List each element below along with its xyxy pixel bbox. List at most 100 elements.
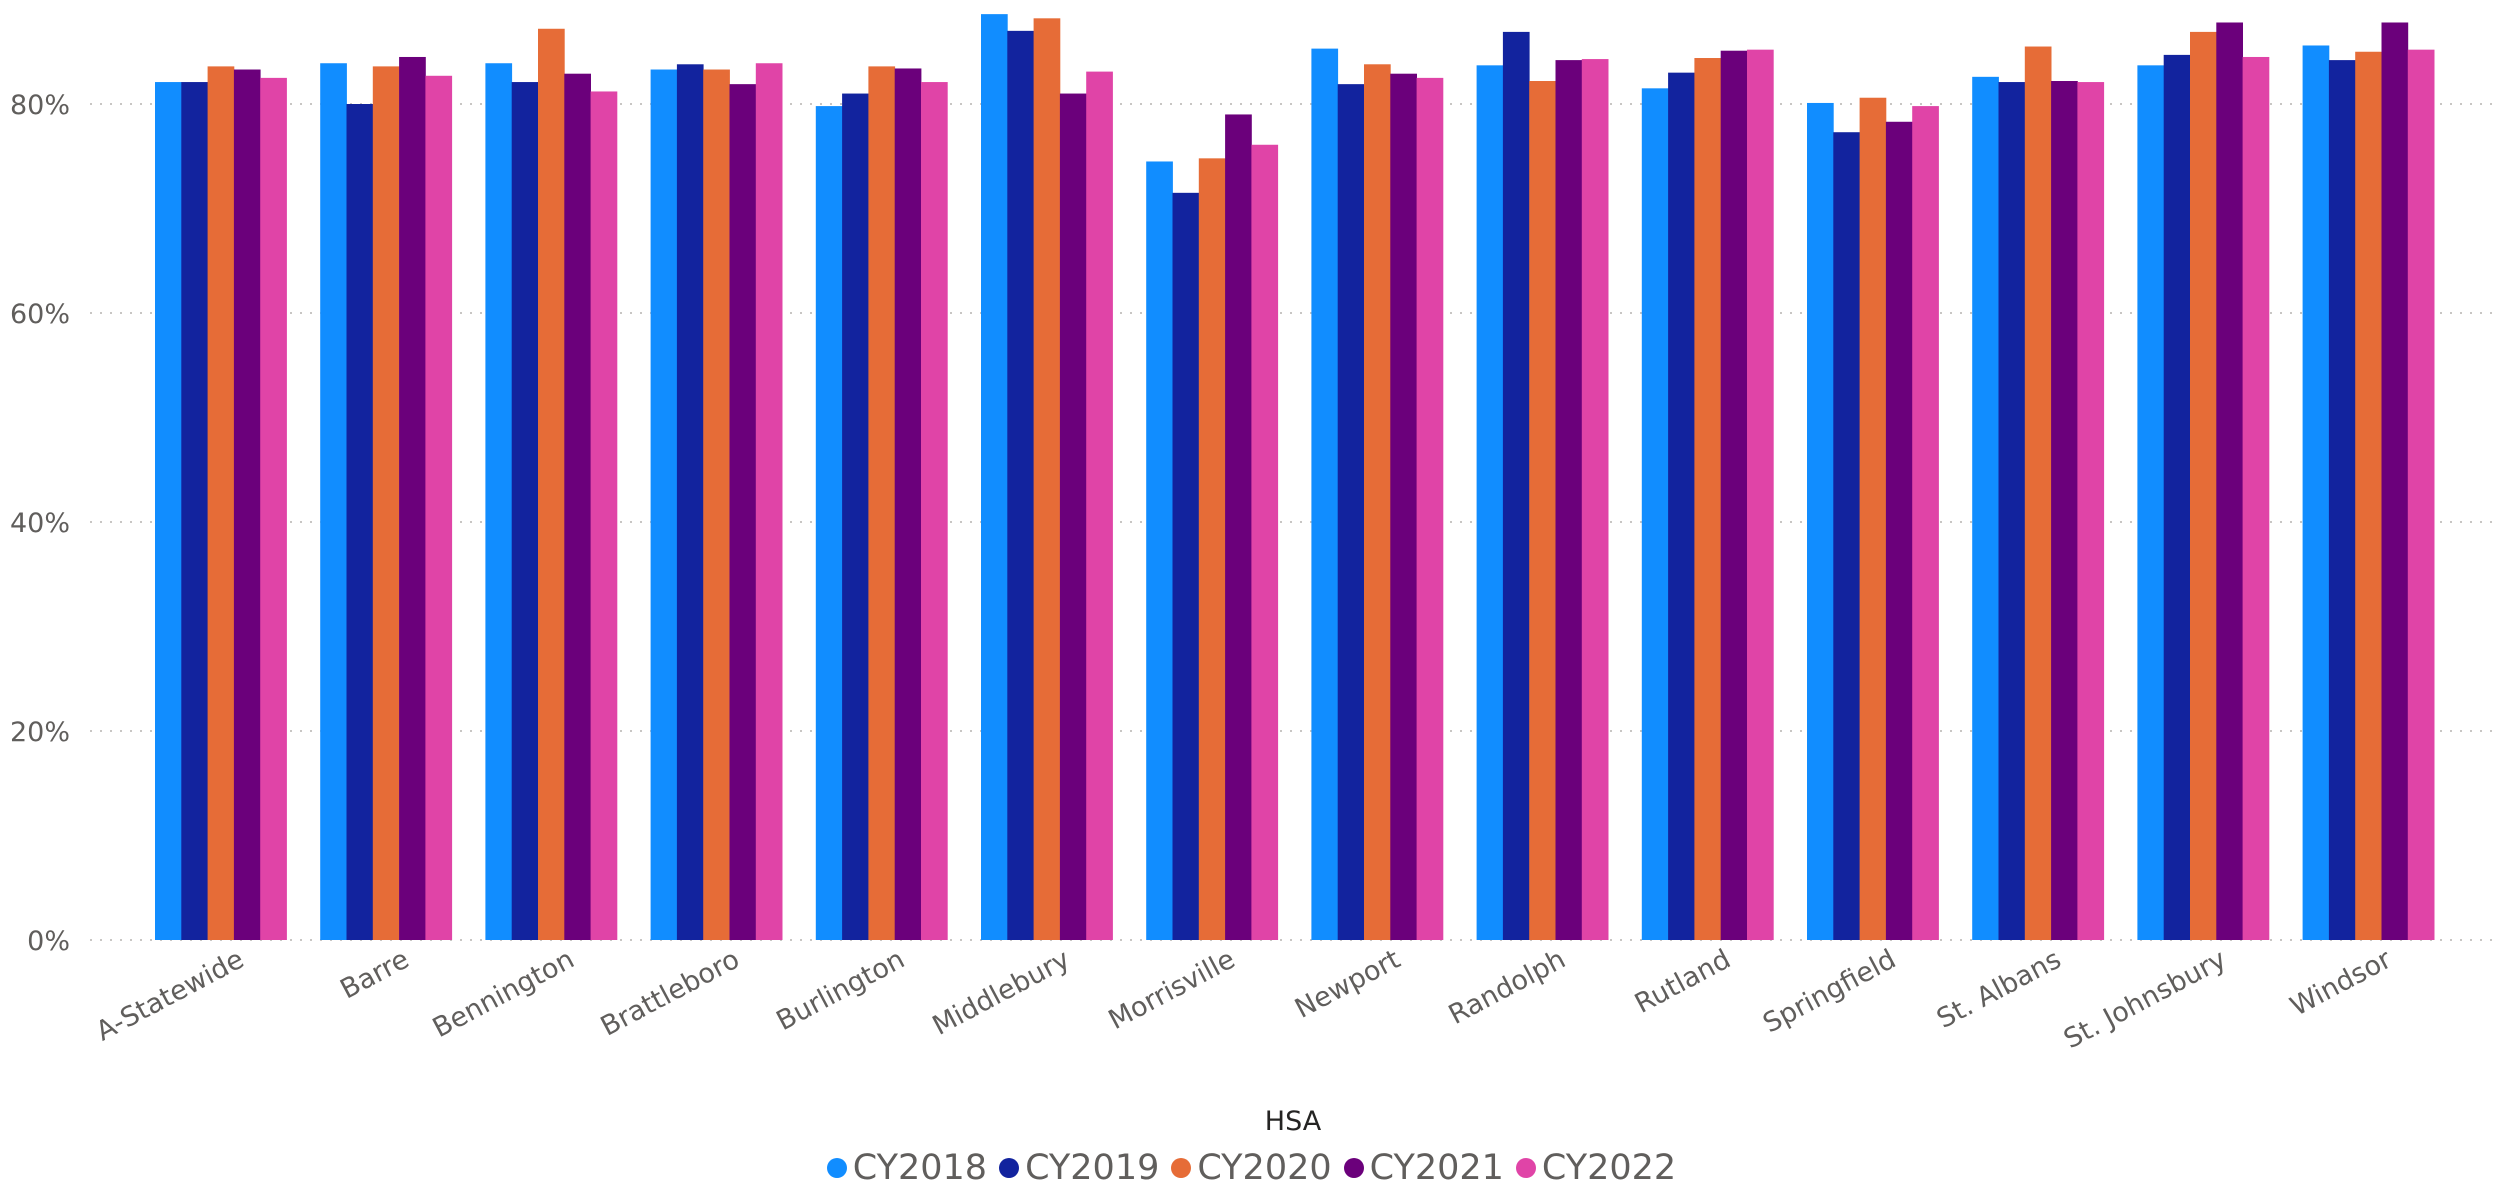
legend-item[interactable]: CY2019 bbox=[999, 1148, 1159, 1188]
bar[interactable] bbox=[1529, 81, 1556, 940]
bar[interactable] bbox=[703, 69, 730, 940]
bar[interactable] bbox=[1885, 121, 1913, 940]
bar[interactable] bbox=[2328, 60, 2356, 941]
bar[interactable] bbox=[2137, 65, 2165, 940]
bar[interactable] bbox=[2051, 81, 2078, 940]
bar[interactable] bbox=[1251, 144, 1279, 940]
bar[interactable] bbox=[485, 63, 513, 941]
y-tick-label: 20% bbox=[10, 717, 70, 748]
bar[interactable] bbox=[155, 82, 182, 941]
bar[interactable] bbox=[1390, 73, 1417, 940]
bar[interactable] bbox=[729, 84, 757, 940]
bar[interactable] bbox=[1972, 76, 1999, 940]
bar[interactable] bbox=[1833, 132, 1860, 941]
bar[interactable] bbox=[2302, 45, 2330, 941]
bar[interactable] bbox=[1225, 114, 1252, 940]
bar[interactable] bbox=[1416, 77, 1444, 940]
bar[interactable] bbox=[1311, 48, 1339, 941]
x-tick-label: St. Johnsbury bbox=[2059, 944, 2232, 1055]
bar[interactable] bbox=[1694, 58, 1722, 940]
bar[interactable] bbox=[894, 68, 922, 941]
bar[interactable] bbox=[1337, 84, 1365, 940]
legend-label: CY2022 bbox=[1541, 1148, 1677, 1188]
bar[interactable] bbox=[511, 82, 539, 941]
bar[interactable] bbox=[1581, 59, 1609, 940]
bar[interactable] bbox=[564, 73, 591, 940]
bar[interactable] bbox=[868, 66, 896, 940]
x-tick-label: Burlington bbox=[771, 944, 909, 1037]
legend-label: CY2020 bbox=[1197, 1148, 1332, 1188]
bar[interactable] bbox=[346, 104, 374, 940]
bar[interactable] bbox=[2242, 56, 2270, 941]
bar[interactable] bbox=[399, 56, 426, 941]
x-tick-label: Brattleboro bbox=[596, 944, 745, 1043]
bar[interactable] bbox=[676, 64, 704, 941]
x-tick-label: Randolph bbox=[1444, 944, 1571, 1031]
bar[interactable] bbox=[181, 82, 208, 941]
bar[interactable] bbox=[2407, 49, 2435, 941]
legend-marker bbox=[1343, 1158, 1364, 1178]
bar[interactable] bbox=[1364, 64, 1391, 941]
bar[interactable] bbox=[1007, 30, 1034, 941]
legend-item[interactable]: CY2018 bbox=[826, 1148, 988, 1188]
legend-item[interactable]: CY2020 bbox=[1171, 1148, 1332, 1188]
bar[interactable] bbox=[2216, 22, 2243, 941]
bar[interactable] bbox=[815, 106, 843, 941]
bar[interactable] bbox=[1198, 158, 1226, 941]
legend-item[interactable]: CY2022 bbox=[1515, 1148, 1677, 1188]
bar-group bbox=[1146, 114, 1279, 941]
bar[interactable] bbox=[1172, 192, 1200, 940]
bar[interactable] bbox=[207, 66, 235, 940]
bar[interactable] bbox=[1555, 60, 1583, 941]
bar-group bbox=[1311, 48, 1444, 941]
x-tick-label: Windsor bbox=[2285, 943, 2397, 1022]
bar[interactable] bbox=[650, 69, 678, 940]
y-tick-label: 60% bbox=[10, 299, 70, 330]
y-tick-label: 0% bbox=[27, 926, 70, 957]
bar[interactable] bbox=[981, 14, 1008, 940]
bar[interactable] bbox=[842, 93, 869, 941]
bar[interactable] bbox=[1747, 49, 1774, 941]
bar[interactable] bbox=[755, 63, 783, 941]
bar[interactable] bbox=[2355, 51, 2382, 940]
bar[interactable] bbox=[1668, 72, 1695, 940]
bar[interactable] bbox=[2024, 46, 2052, 940]
bar[interactable] bbox=[1146, 161, 1173, 941]
bar[interactable] bbox=[1720, 50, 1748, 940]
bar[interactable] bbox=[921, 82, 948, 941]
legend-label: CY2018 bbox=[852, 1148, 988, 1188]
bar[interactable] bbox=[590, 91, 618, 940]
legend-item[interactable]: CY2021 bbox=[1343, 1148, 1504, 1188]
bar[interactable] bbox=[1912, 106, 1939, 941]
bar[interactable] bbox=[538, 28, 565, 940]
bar[interactable] bbox=[1998, 82, 2026, 941]
x-axis-labels: A-Statewide Barre Bennington Brattleboro Bur… bbox=[91, 943, 2397, 1055]
bar[interactable] bbox=[2381, 22, 2409, 941]
bar[interactable] bbox=[1807, 102, 1834, 940]
x-tick-label: St. Albans bbox=[1932, 944, 2066, 1035]
y-tick-label: 40% bbox=[10, 508, 70, 539]
bar[interactable] bbox=[320, 63, 347, 941]
legend-marker bbox=[999, 1158, 1020, 1178]
bars bbox=[155, 14, 2435, 941]
bar[interactable] bbox=[233, 69, 261, 940]
bar[interactable] bbox=[425, 75, 453, 940]
x-tick-label: Newport bbox=[1290, 944, 1405, 1025]
bar[interactable] bbox=[2163, 54, 2191, 940]
bar[interactable] bbox=[260, 77, 287, 940]
bar[interactable] bbox=[1502, 31, 1530, 940]
bar[interactable] bbox=[372, 66, 400, 940]
bar[interactable] bbox=[1859, 97, 1887, 941]
x-tick-label: Middlebury bbox=[928, 944, 1075, 1042]
legend-marker bbox=[826, 1158, 847, 1178]
bar[interactable] bbox=[1033, 18, 1061, 941]
bar-group bbox=[1476, 31, 1609, 941]
bar[interactable] bbox=[2190, 31, 2217, 940]
bar-group bbox=[1807, 97, 1939, 941]
bar[interactable] bbox=[1086, 71, 1113, 941]
bar[interactable] bbox=[1641, 88, 1669, 940]
bar[interactable] bbox=[2077, 82, 2105, 941]
bar[interactable] bbox=[1476, 65, 1504, 940]
legend-marker bbox=[1171, 1158, 1192, 1178]
bar[interactable] bbox=[1059, 93, 1087, 941]
